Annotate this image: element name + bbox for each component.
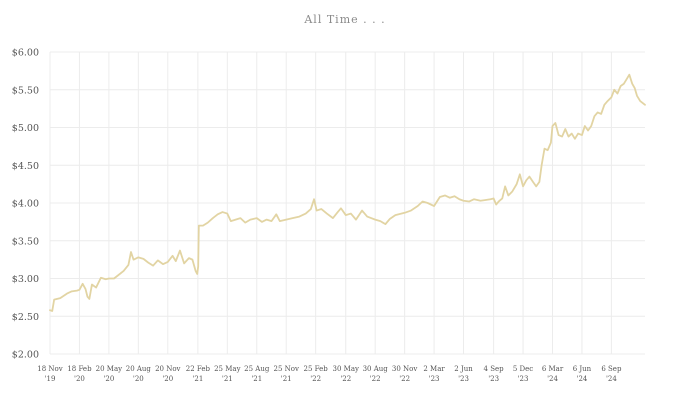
x-tick-label-year: '20 <box>103 375 114 383</box>
x-tick-label-year: '24 <box>577 375 588 383</box>
x-tick-label-year: '22 <box>310 375 321 383</box>
x-tick-label-year: '23 <box>518 375 529 383</box>
x-tick-label: 25 Feb <box>304 365 329 373</box>
x-tick-label: 25 Aug <box>244 365 270 373</box>
y-tick-label: $2.00 <box>12 350 39 361</box>
y-tick-label: $3.50 <box>12 236 39 247</box>
x-tick-label-year: '22 <box>370 375 381 383</box>
x-tick-label-year: '19 <box>45 375 56 383</box>
series-layer <box>49 73 646 312</box>
x-tick-label-year: '24 <box>547 375 558 383</box>
x-tick-label: 6 Mar <box>542 365 564 373</box>
y-tick-label: $5.50 <box>12 85 39 96</box>
x-tick-label: 20 Aug <box>126 365 152 373</box>
x-tick-label: 20 May <box>96 365 122 373</box>
x-tick-label-year: '22 <box>340 375 351 383</box>
x-tick-label: 30 Aug <box>363 365 389 373</box>
x-tick-label: 30 May <box>333 365 359 373</box>
series-line <box>49 73 646 312</box>
x-tick-label-year: '23 <box>488 375 499 383</box>
x-tick-label-year: '21 <box>251 375 262 383</box>
x-tick-label: 18 Nov <box>37 365 62 373</box>
y-tick-label: $4.50 <box>12 161 39 172</box>
x-tick-label-year: '24 <box>606 375 617 383</box>
x-tick-label: 5 Dec <box>513 365 533 373</box>
chart-title: All Time . . . <box>304 13 386 26</box>
x-axis: 18 Nov '19 18 Feb '20 20 May '20 20 Aug '20 20 N… <box>37 365 622 383</box>
x-tick-label: 2 Mar <box>423 365 445 373</box>
x-tick-label: 30 Nov <box>392 365 417 373</box>
x-tick-label: 6 Sep <box>601 365 622 373</box>
x-tick-label-year: '20 <box>133 375 144 383</box>
x-tick-label-year: '21 <box>192 375 203 383</box>
x-tick-label: 6 Jun <box>573 365 592 373</box>
x-tick-label: 20 Nov <box>155 365 180 373</box>
x-tick-label-year: '23 <box>458 375 469 383</box>
x-tick-label: 25 Nov <box>273 365 298 373</box>
grid-layer <box>49 51 645 355</box>
y-tick-label: $5.00 <box>12 123 39 134</box>
y-tick-label: $4.00 <box>12 199 39 210</box>
x-tick-label: 18 Feb <box>67 365 92 373</box>
y-tick-label: $2.50 <box>12 312 39 323</box>
x-tick-label-year: '20 <box>74 375 85 383</box>
x-tick-label-year: '23 <box>429 375 440 383</box>
x-tick-label: 2 Jun <box>454 365 473 373</box>
x-tick-label: 22 Feb <box>186 365 211 373</box>
x-tick-label: 4 Sep <box>484 365 505 373</box>
y-axis: $2.00 $2.50 $3.00 $3.50 $4.00 $4.50 $5.00 $5.50… <box>12 48 39 361</box>
x-tick-label: 25 May <box>214 365 240 373</box>
x-tick-label-year: '21 <box>281 375 292 383</box>
x-tick-label-year: '21 <box>222 375 233 383</box>
x-tick-label-year: '22 <box>399 375 410 383</box>
y-tick-label: $3.00 <box>12 274 39 285</box>
x-tick-label-year: '20 <box>162 375 173 383</box>
y-tick-label: $6.00 <box>12 48 39 59</box>
